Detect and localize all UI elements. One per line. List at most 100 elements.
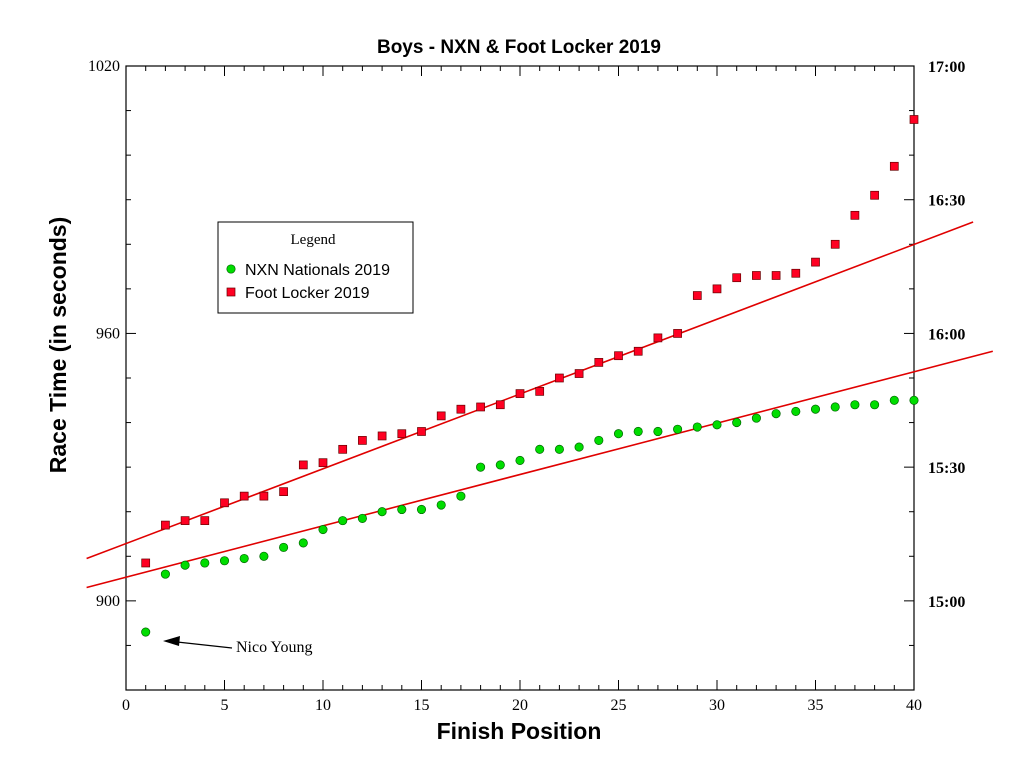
- data-point-nxn: [515, 455, 525, 466]
- data-point-footlocker: [673, 329, 682, 338]
- data-point-footlocker: [633, 346, 643, 356]
- data-point-footlocker: [870, 190, 879, 200]
- trendline-footlocker: [86, 221, 974, 560]
- y2-tick-label: 15:00: [928, 594, 965, 611]
- x-axis-label: Finish Position: [437, 718, 602, 744]
- x-tick-label: 40: [906, 697, 922, 714]
- data-point-nxn: [436, 500, 446, 510]
- x-tick-label: 5: [221, 697, 229, 714]
- data-point-footlocker: [318, 458, 328, 468]
- data-point-footlocker: [397, 429, 407, 439]
- data-point-footlocker: [456, 404, 466, 414]
- data-point-nxn: [200, 558, 210, 568]
- data-point-footlocker: [889, 161, 899, 171]
- legend-label-footlocker: Foot Locker 2019: [245, 285, 370, 302]
- data-point-nxn: [219, 556, 230, 566]
- x-tick-label: 15: [414, 697, 430, 714]
- data-point-footlocker: [771, 271, 781, 280]
- data-point-footlocker: [692, 291, 702, 300]
- data-point-nxn: [338, 516, 348, 526]
- data-point-nxn: [909, 395, 919, 405]
- data-point-nxn: [495, 460, 505, 470]
- data-point-nxn: [712, 420, 722, 430]
- data-point-nxn: [791, 406, 801, 416]
- data-point-nxn: [357, 513, 367, 523]
- data-point-footlocker: [515, 389, 525, 398]
- data-point-footlocker: [259, 491, 269, 501]
- data-point-nxn: [810, 404, 821, 414]
- data-point-footlocker: [476, 402, 485, 412]
- data-point-nxn: [535, 444, 545, 454]
- data-point-footlocker: [614, 351, 623, 361]
- data-point-footlocker: [752, 271, 761, 280]
- data-point-footlocker: [574, 369, 584, 378]
- data-point-nxn: [318, 524, 328, 535]
- data-point-nxn: [554, 444, 564, 454]
- data-point-footlocker: [791, 268, 801, 278]
- data-point-footlocker: [298, 460, 308, 470]
- data-point-footlocker: [535, 387, 545, 396]
- y2-tick-label: 17:00: [928, 59, 965, 76]
- data-point-footlocker: [239, 491, 249, 501]
- data-point-footlocker: [377, 431, 387, 441]
- data-point-nxn: [594, 435, 604, 445]
- data-point-nxn: [180, 560, 190, 570]
- data-point-nxn: [870, 400, 880, 410]
- annotation-nico-young: Nico Young: [163, 636, 312, 656]
- annotation-text: Nico Young: [236, 639, 312, 656]
- legend-marker-footlocker: [226, 287, 236, 297]
- data-point-footlocker: [653, 333, 663, 343]
- data-point-footlocker: [180, 516, 190, 525]
- x-tick-label: 35: [808, 697, 824, 714]
- data-point-nxn: [259, 551, 269, 561]
- data-point-nxn: [830, 402, 840, 412]
- data-point-nxn: [239, 553, 249, 564]
- data-point-footlocker: [141, 558, 151, 568]
- data-point-footlocker: [358, 436, 367, 445]
- data-point-nxn: [416, 504, 427, 515]
- data-point-nxn: [456, 491, 466, 501]
- data-point-nxn: [160, 569, 170, 579]
- data-point-nxn: [613, 429, 624, 439]
- y-tick-label: 960: [96, 325, 120, 342]
- legend-box: [217, 221, 414, 314]
- data-point-footlocker: [830, 239, 840, 249]
- y2-tick-label: 15:30: [928, 460, 965, 477]
- data-point-nxn: [673, 424, 683, 434]
- data-point-footlocker: [850, 210, 860, 220]
- y2-tick-label: 16:30: [928, 193, 965, 210]
- annotation-arrow-head: [163, 636, 180, 646]
- data-point-footlocker: [712, 284, 722, 294]
- x-tick-label: 25: [611, 697, 627, 714]
- data-point-nxn: [141, 627, 151, 637]
- data-point-nxn: [771, 409, 781, 419]
- data-point-footlocker: [161, 520, 170, 530]
- data-point-footlocker: [811, 257, 820, 267]
- legend-label-nxn: NXN Nationals 2019: [245, 262, 390, 279]
- data-point-footlocker: [220, 498, 229, 508]
- data-point-nxn: [279, 542, 289, 552]
- legend: Legend NXN Nationals 2019 Foot Locker 20…: [217, 221, 414, 314]
- trendline-nxn: [86, 350, 994, 589]
- data-point-nxn: [377, 507, 387, 517]
- plot-area: 0 5 10 15 20 25 30 35 40 900 960 1020 15:00 15:30 16:0…: [86, 58, 994, 714]
- y-axis-label: Race Time (in seconds): [45, 217, 71, 474]
- data-point-footlocker: [909, 115, 919, 124]
- x-tick-label: 20: [512, 697, 528, 714]
- y-tick-label: 1020: [88, 58, 120, 75]
- data-point-footlocker: [436, 411, 446, 421]
- data-point-footlocker: [338, 444, 348, 454]
- plot-frame: [125, 65, 915, 691]
- data-point-footlocker: [200, 516, 210, 525]
- x-tick-label: 10: [315, 697, 331, 714]
- data-point-nxn: [574, 442, 584, 452]
- data-point-nxn: [653, 426, 663, 437]
- data-point-nxn: [298, 538, 308, 548]
- data-point-nxn: [692, 422, 702, 432]
- data-point-footlocker: [732, 273, 742, 283]
- data-point-nxn: [850, 400, 860, 410]
- data-point-footlocker: [495, 400, 505, 410]
- data-point-nxn: [732, 418, 742, 428]
- data-point-nxn: [751, 413, 761, 423]
